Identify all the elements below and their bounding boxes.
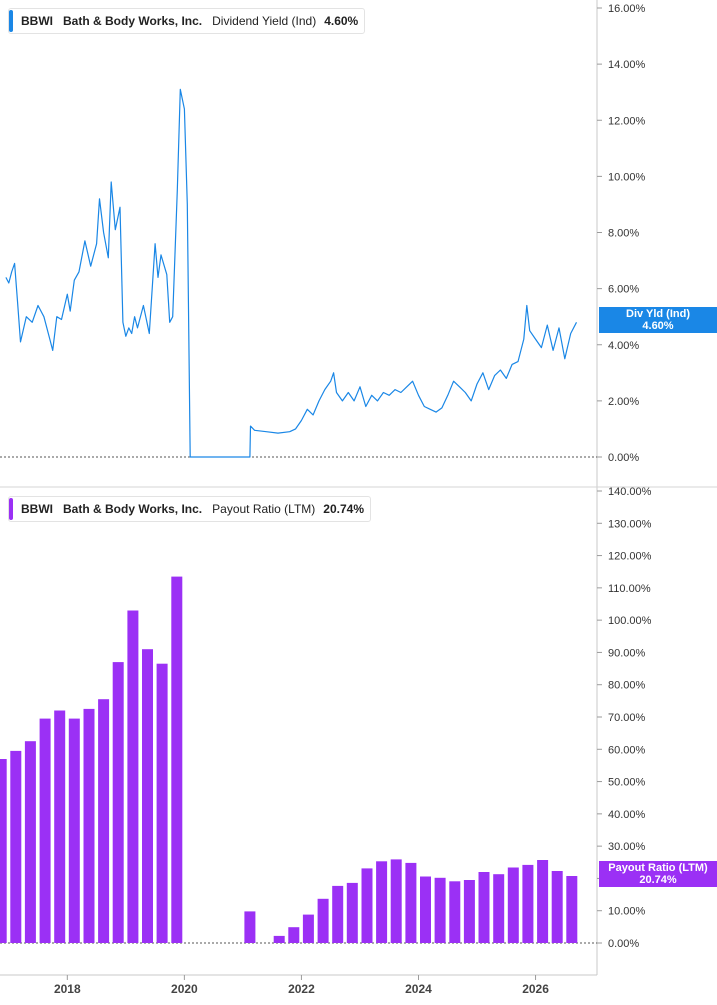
payout-ratio-bar (361, 868, 373, 943)
payout-ratio-bar (449, 881, 461, 943)
payout-ratio-ytick-label: 80.00% (608, 680, 646, 692)
payout-ratio-ytick-label: 110.00% (608, 583, 651, 595)
payout-ratio-ytick-label: 60.00% (608, 744, 646, 756)
legend-ticker: BBWI (21, 14, 53, 28)
payout-ratio-ytick-label: 30.00% (608, 841, 646, 853)
x-tick-label: 2024 (405, 982, 432, 996)
dividend-yield-ytick-label: 8.00% (608, 228, 639, 240)
dividend-yield-ytick-label: 14.00% (608, 59, 646, 71)
x-tick-label: 2018 (54, 982, 81, 996)
tag-label: Div Yld (Ind) (626, 308, 690, 320)
payout-ratio-bar (478, 872, 490, 943)
x-tick-label: 2022 (288, 982, 315, 996)
payout-ratio-ytick-label: 130.00% (608, 518, 652, 530)
payout-ratio-bar (142, 649, 153, 943)
payout-ratio-bar (317, 898, 329, 943)
legend-ticker: BBWI (21, 502, 53, 516)
payout-ratio-bar (537, 860, 549, 943)
payout-ratio-ytick-label: 10.00% (608, 906, 646, 918)
payout-ratio-ytick-label: 70.00% (608, 712, 646, 724)
payout-ratio-bar (346, 882, 358, 943)
payout-ratio-bar (112, 662, 124, 943)
legend-payout-ratio[interactable]: BBWI Bath & Body Works, Inc. Payout Rati… (8, 496, 371, 522)
payout-ratio-bar (566, 876, 578, 943)
payout-ratio-ytick-label: 90.00% (608, 647, 646, 659)
payout-ratio-bar (288, 927, 300, 943)
legend-dividend-yield[interactable]: BBWI Bath & Body Works, Inc. Dividend Yi… (8, 8, 366, 34)
payout-ratio-bar (405, 862, 417, 943)
payout-ratio-ytick-label: 100.00% (608, 615, 652, 627)
tag-value: 20.74% (639, 874, 677, 886)
payout-ratio-bar (54, 710, 66, 943)
payout-ratio-ytick-label: 40.00% (608, 809, 646, 821)
dividend-yield-ytick-label: 4.00% (608, 340, 639, 352)
current-value-tag-dividend-yield: Div Yld (Ind) 4.60% (599, 307, 717, 333)
payout-ratio-ytick-label: 0.00% (608, 938, 639, 950)
payout-ratio-bar (83, 708, 95, 943)
payout-ratio-bar (332, 885, 344, 943)
payout-ratio-bar (24, 741, 36, 943)
payout-ratio-bar (376, 861, 388, 943)
tag-value: 4.60% (642, 320, 674, 332)
x-tick-label: 2020 (171, 982, 198, 996)
dividend-yield-ytick-label: 2.00% (608, 396, 639, 408)
legend-company: Bath & Body Works, Inc. (63, 502, 203, 516)
legend-company: Bath & Body Works, Inc. (63, 14, 203, 28)
payout-ratio-bar (493, 874, 505, 943)
dividend-yield-ytick-label: 10.00% (608, 171, 646, 183)
payout-ratio-bar (98, 699, 110, 943)
payout-ratio-bar (302, 914, 314, 943)
x-tick-label: 2026 (522, 982, 549, 996)
payout-ratio-ytick-label: 140.00% (608, 486, 652, 498)
payout-ratio-bar (522, 864, 534, 943)
dividend-yield-line (5, 88, 578, 458)
tag-label: Payout Ratio (LTM) (608, 862, 708, 874)
payout-ratio-ytick-label: 120.00% (608, 551, 652, 563)
legend-value: 20.74% (323, 502, 364, 516)
payout-ratio-bar (0, 759, 7, 943)
payout-ratio-bar (507, 867, 519, 943)
payout-ratio-ytick-label: 50.00% (608, 777, 646, 789)
payout-ratio-bar (127, 610, 139, 943)
payout-ratio-bar (420, 876, 431, 943)
legend-metric: Dividend Yield (Ind) (212, 14, 317, 28)
payout-ratio-bar (244, 911, 256, 943)
current-value-tag-payout-ratio: Payout Ratio (LTM) 20.74% (599, 861, 717, 887)
dividend-yield-ytick-label: 16.00% (608, 3, 646, 15)
payout-ratio-bar (68, 718, 80, 943)
payout-ratio-bar (39, 718, 51, 943)
payout-ratio-bar (10, 750, 22, 943)
dividend-yield-ytick-label: 12.00% (608, 115, 646, 127)
payout-ratio-bar (171, 576, 183, 943)
dividend-yield-ytick-label: 0.00% (608, 452, 639, 464)
dividend-yield-ytick-label: 6.00% (608, 284, 639, 296)
series-swatch (9, 498, 13, 520)
payout-ratio-bar (273, 935, 285, 943)
payout-ratio-bar (434, 877, 446, 943)
payout-ratio-bar (551, 871, 563, 943)
series-swatch (9, 10, 13, 32)
payout-ratio-bar (156, 663, 168, 943)
payout-ratio-bar (390, 859, 402, 943)
legend-metric: Payout Ratio (LTM) (212, 502, 316, 516)
payout-ratio-bar (463, 880, 475, 943)
legend-value: 4.60% (324, 14, 359, 28)
